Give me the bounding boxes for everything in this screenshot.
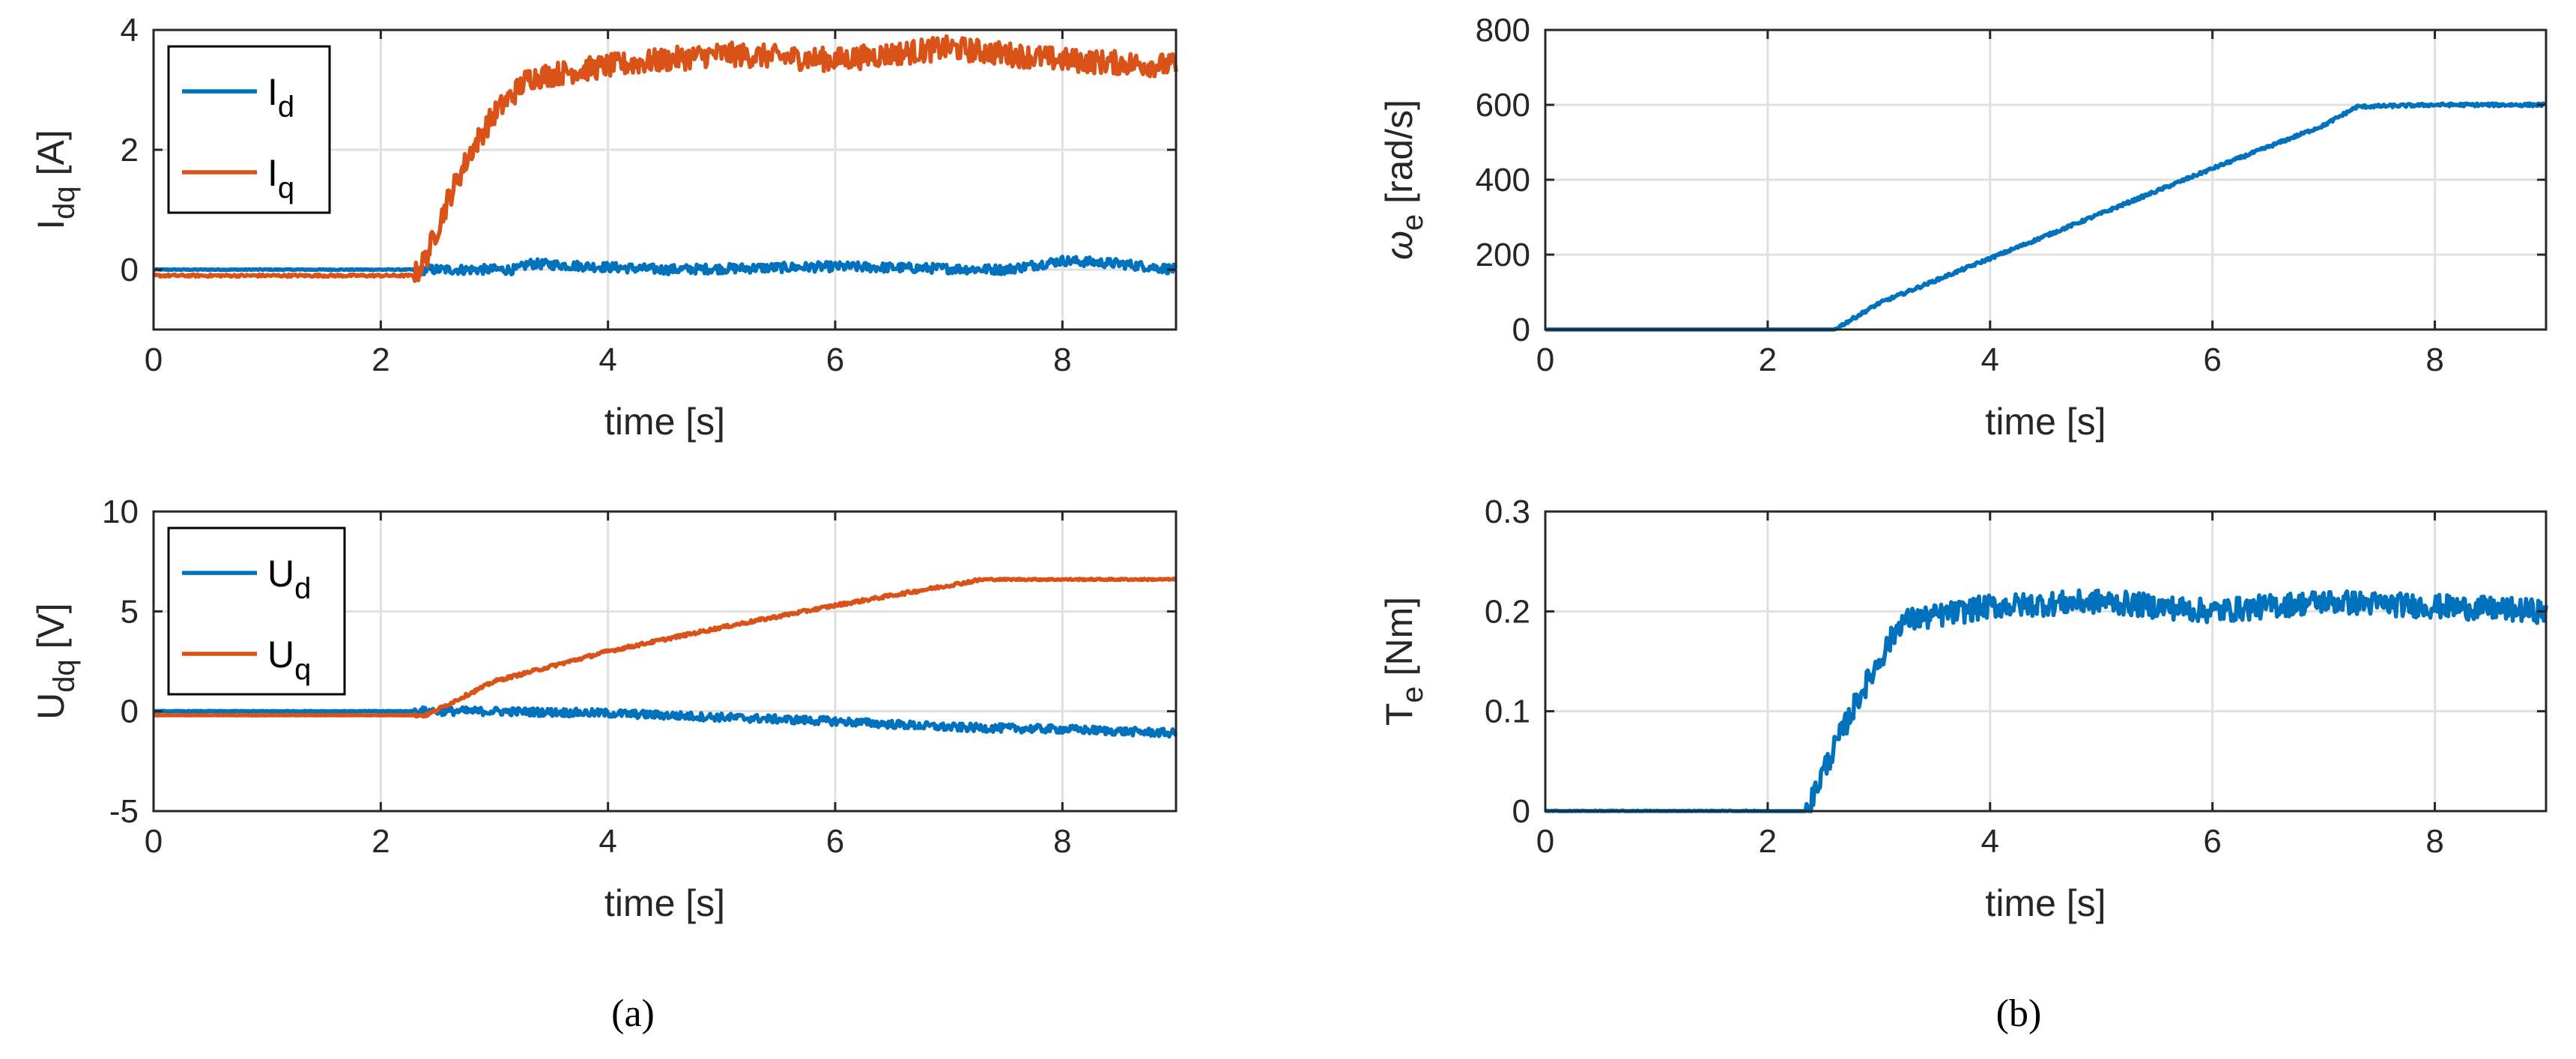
legend-label-d: Ud bbox=[267, 553, 311, 605]
y-axis-label-unit: [Nm] bbox=[1378, 597, 1420, 686]
legend-box bbox=[167, 527, 346, 696]
axes-box bbox=[1544, 510, 2548, 813]
y-axis-label: Idq [A] bbox=[30, 130, 81, 229]
y-tick-label: 0 bbox=[121, 252, 139, 288]
x-tick-label: 4 bbox=[598, 823, 616, 860]
y-axis-label-sub: dq bbox=[48, 659, 81, 693]
x-tick-label: 0 bbox=[1536, 342, 1554, 378]
chart-te: 0 2 4 6 8 0 0.1 0.2 0.3 time [s] Te [Nm] bbox=[1378, 494, 2548, 924]
legend-label-d: Id bbox=[267, 71, 294, 124]
x-axis-label: time [s] bbox=[604, 401, 725, 443]
x-tick-label: 8 bbox=[1053, 823, 1071, 860]
axes-box bbox=[152, 28, 1178, 331]
x-tick-label: 4 bbox=[598, 342, 616, 378]
x-tick-label: 2 bbox=[372, 823, 390, 860]
legend-label-q: Iq bbox=[267, 152, 294, 204]
chart-omega: 0 2 4 6 8 0 200 400 600 800 time [s] ωe [rad/s] bbox=[1378, 12, 2548, 443]
legend-label-sub: d bbox=[294, 572, 311, 605]
legend-label-sub: d bbox=[278, 91, 294, 124]
x-tick-label: 2 bbox=[1759, 342, 1777, 378]
legend-label-main: I bbox=[267, 152, 278, 194]
y-tick-label: 400 bbox=[1476, 162, 1530, 198]
panel-label-a: (a) bbox=[611, 992, 655, 1035]
y-axis-label-main: T bbox=[1378, 703, 1420, 726]
y-axis-label: Udq [V] bbox=[30, 603, 81, 720]
y-tick-label: 0.1 bbox=[1485, 694, 1530, 730]
series-line-idq-q bbox=[152, 34, 1178, 283]
x-tick-label: 8 bbox=[2425, 342, 2443, 378]
legend-label-sub: q bbox=[294, 653, 311, 686]
axes-box bbox=[152, 510, 1178, 813]
legend-label-q: Uq bbox=[267, 634, 311, 686]
y-axis-label: Te [Nm] bbox=[1378, 597, 1429, 726]
x-axis-label: time [s] bbox=[1985, 882, 2106, 924]
y-tick-label: 0 bbox=[121, 694, 139, 730]
y-axis-label-main: ω bbox=[1378, 231, 1420, 260]
y-tick-label: 800 bbox=[1476, 12, 1530, 49]
y-tick-label: 2 bbox=[121, 132, 139, 169]
y-tick-label: -5 bbox=[109, 793, 139, 830]
x-tick-label: 6 bbox=[2203, 342, 2221, 378]
y-axis-label-unit: [A] bbox=[30, 130, 72, 186]
y-tick-label: 0.2 bbox=[1485, 593, 1530, 630]
panel-label-b: (b) bbox=[1996, 992, 2042, 1035]
x-tick-label: 0 bbox=[145, 823, 163, 860]
legend-label-main: U bbox=[267, 634, 294, 676]
y-axis-label: ωe [rad/s] bbox=[1378, 100, 1429, 260]
x-tick-label: 6 bbox=[2203, 823, 2221, 860]
y-axis-label-unit: [rad/s] bbox=[1378, 100, 1420, 214]
y-axis-label-main: U bbox=[30, 693, 72, 720]
y-tick-label: 600 bbox=[1476, 87, 1530, 124]
x-tick-label: 8 bbox=[2425, 823, 2443, 860]
x-tick-label: 0 bbox=[145, 342, 163, 378]
y-tick-label: 5 bbox=[121, 593, 139, 630]
y-axis-label-sub: e bbox=[1396, 686, 1429, 703]
x-tick-label: 8 bbox=[1053, 342, 1071, 378]
y-axis-label-unit: [V] bbox=[30, 603, 72, 659]
x-tick-label: 6 bbox=[826, 342, 844, 378]
legend-label-sub: q bbox=[278, 172, 294, 204]
x-tick-label: 2 bbox=[1759, 823, 1777, 860]
y-tick-label: 0 bbox=[1512, 312, 1530, 348]
x-axis-label: time [s] bbox=[1985, 401, 2106, 443]
x-tick-label: 2 bbox=[372, 342, 390, 378]
x-tick-label: 6 bbox=[826, 823, 844, 860]
series-line-udq-q bbox=[152, 576, 1178, 719]
legend-label-main: U bbox=[267, 553, 294, 595]
x-tick-label: 4 bbox=[1981, 823, 1999, 860]
y-tick-label: 10 bbox=[102, 494, 139, 530]
series-line-idq-d bbox=[152, 254, 1178, 277]
y-axis-label-sub: e bbox=[1396, 214, 1429, 231]
y-tick-label: 0.3 bbox=[1485, 494, 1530, 530]
legend-box bbox=[167, 45, 331, 214]
y-axis-label-sub: dq bbox=[48, 186, 81, 219]
y-axis-label-main: I bbox=[30, 219, 72, 230]
series-line-udq-d bbox=[152, 705, 1178, 739]
x-tick-label: 4 bbox=[1981, 342, 1999, 378]
x-tick-label: 0 bbox=[1536, 823, 1554, 860]
y-tick-label: 4 bbox=[121, 12, 139, 49]
x-axis-label: time [s] bbox=[604, 882, 725, 924]
y-tick-label: 200 bbox=[1476, 237, 1530, 273]
legend-label-main: I bbox=[267, 71, 278, 113]
y-tick-label: 0 bbox=[1512, 793, 1530, 830]
